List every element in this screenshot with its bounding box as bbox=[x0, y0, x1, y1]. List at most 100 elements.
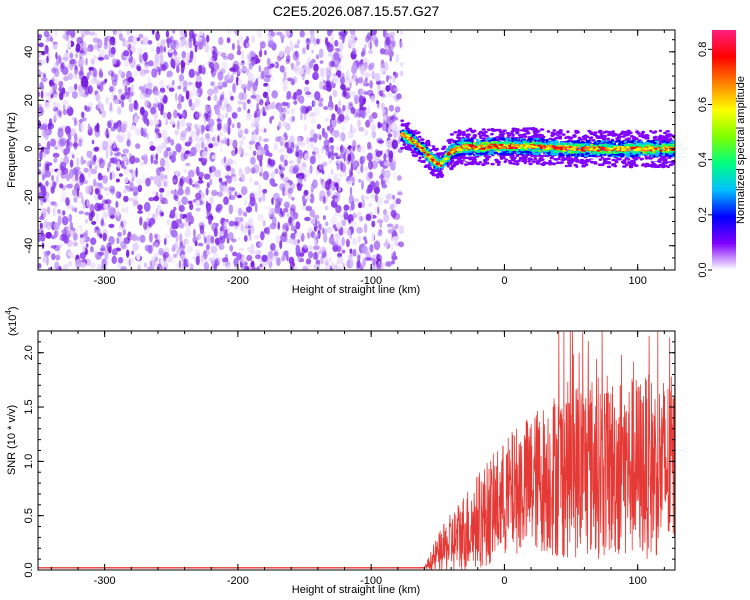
noise-cell bbox=[165, 198, 169, 205]
signal-cell bbox=[649, 129, 653, 133]
noise-cell bbox=[135, 143, 141, 150]
noise-cell bbox=[285, 123, 291, 131]
noise-cell bbox=[296, 155, 302, 165]
noise-cell bbox=[330, 168, 334, 176]
noise-cell bbox=[277, 105, 283, 113]
signal-cell bbox=[514, 138, 518, 141]
signal-cell bbox=[457, 129, 461, 132]
noise-cell bbox=[40, 185, 46, 192]
noise-cell bbox=[111, 90, 114, 101]
noise-cell bbox=[249, 234, 252, 241]
noise-cell bbox=[72, 167, 77, 176]
noise-cell bbox=[163, 237, 167, 246]
noise-cell bbox=[365, 35, 370, 43]
signal-cell bbox=[505, 155, 510, 159]
noise-cell bbox=[364, 129, 369, 136]
noise-cell bbox=[397, 130, 401, 138]
noise-cell bbox=[380, 68, 386, 74]
noise-cell bbox=[218, 177, 223, 183]
noise-cell bbox=[153, 195, 160, 202]
noise-cell bbox=[122, 148, 129, 154]
noise-cell bbox=[359, 65, 366, 75]
noise-cell bbox=[52, 77, 56, 83]
signal-cell bbox=[412, 135, 417, 139]
noise-cell bbox=[76, 36, 84, 44]
noise-cell bbox=[322, 215, 326, 221]
noise-cell bbox=[205, 203, 210, 210]
noise-cell bbox=[338, 31, 342, 36]
noise-cell bbox=[303, 86, 310, 92]
noise-cell bbox=[279, 183, 286, 191]
noise-cell bbox=[143, 201, 151, 212]
noise-cell bbox=[54, 261, 60, 270]
noise-cell bbox=[240, 223, 245, 232]
noise-cell bbox=[104, 78, 108, 83]
noise-cell bbox=[330, 187, 333, 196]
noise-cell bbox=[356, 170, 361, 175]
noise-cell bbox=[305, 136, 310, 145]
signal-cell bbox=[567, 164, 573, 168]
noise-cell bbox=[262, 220, 266, 227]
noise-cell bbox=[194, 248, 201, 257]
noise-cell bbox=[169, 39, 177, 50]
noise-cell bbox=[271, 90, 279, 99]
noise-cell bbox=[170, 154, 176, 163]
signal-cell bbox=[478, 130, 484, 134]
signal-cell bbox=[664, 158, 668, 162]
noise-cell bbox=[52, 83, 57, 92]
noise-cell bbox=[68, 85, 75, 94]
noise-cell bbox=[144, 69, 150, 74]
signal-cell bbox=[493, 129, 497, 132]
noise-cell bbox=[388, 150, 394, 159]
noise-cell bbox=[297, 39, 301, 45]
noise-cell bbox=[151, 190, 157, 196]
noise-cell bbox=[195, 207, 201, 212]
noise-cell bbox=[150, 46, 155, 53]
signal-cell bbox=[400, 146, 405, 150]
noise-cell bbox=[288, 237, 295, 245]
noise-cell bbox=[231, 176, 238, 183]
noise-cell bbox=[241, 66, 247, 72]
signal-cell bbox=[660, 165, 666, 169]
noise-cell bbox=[69, 159, 74, 168]
noise-cell bbox=[130, 84, 134, 93]
noise-cell bbox=[230, 95, 234, 101]
noise-cell bbox=[237, 39, 240, 47]
noise-cell bbox=[323, 80, 326, 84]
noise-cell bbox=[176, 112, 181, 117]
noise-cell bbox=[72, 116, 75, 121]
noise-cell bbox=[103, 159, 106, 164]
signal-cell bbox=[448, 136, 453, 139]
noise-cell bbox=[52, 207, 56, 217]
signal-cell bbox=[493, 163, 498, 166]
noise-cell bbox=[284, 134, 289, 141]
noise-cell bbox=[155, 242, 159, 248]
noise-cell bbox=[110, 46, 116, 55]
noise-cell bbox=[246, 53, 252, 61]
noise-cell bbox=[99, 233, 103, 239]
noise-cell bbox=[380, 177, 384, 186]
noise-cell bbox=[92, 67, 97, 78]
noise-cell bbox=[377, 231, 383, 237]
noise-cell bbox=[367, 141, 372, 149]
noise-cell bbox=[356, 260, 361, 269]
noise-cell bbox=[370, 95, 375, 103]
signal-cell bbox=[441, 147, 445, 151]
noise-cell bbox=[52, 181, 56, 190]
noise-cell bbox=[101, 109, 106, 119]
noise-cell bbox=[257, 213, 264, 222]
signal-cell bbox=[596, 135, 602, 139]
noise-cell bbox=[175, 56, 182, 64]
signal-cell bbox=[664, 153, 669, 156]
noise-cell bbox=[67, 72, 74, 81]
signal-cell bbox=[564, 136, 568, 139]
noise-cell bbox=[255, 254, 261, 260]
signal-cell bbox=[481, 137, 487, 140]
noise-cell bbox=[286, 90, 292, 100]
noise-cell bbox=[341, 249, 346, 254]
noise-cell bbox=[95, 251, 102, 260]
noise-cell bbox=[252, 150, 257, 156]
noise-cell bbox=[370, 124, 377, 131]
noise-cell bbox=[384, 169, 391, 179]
noise-cell bbox=[117, 231, 122, 237]
